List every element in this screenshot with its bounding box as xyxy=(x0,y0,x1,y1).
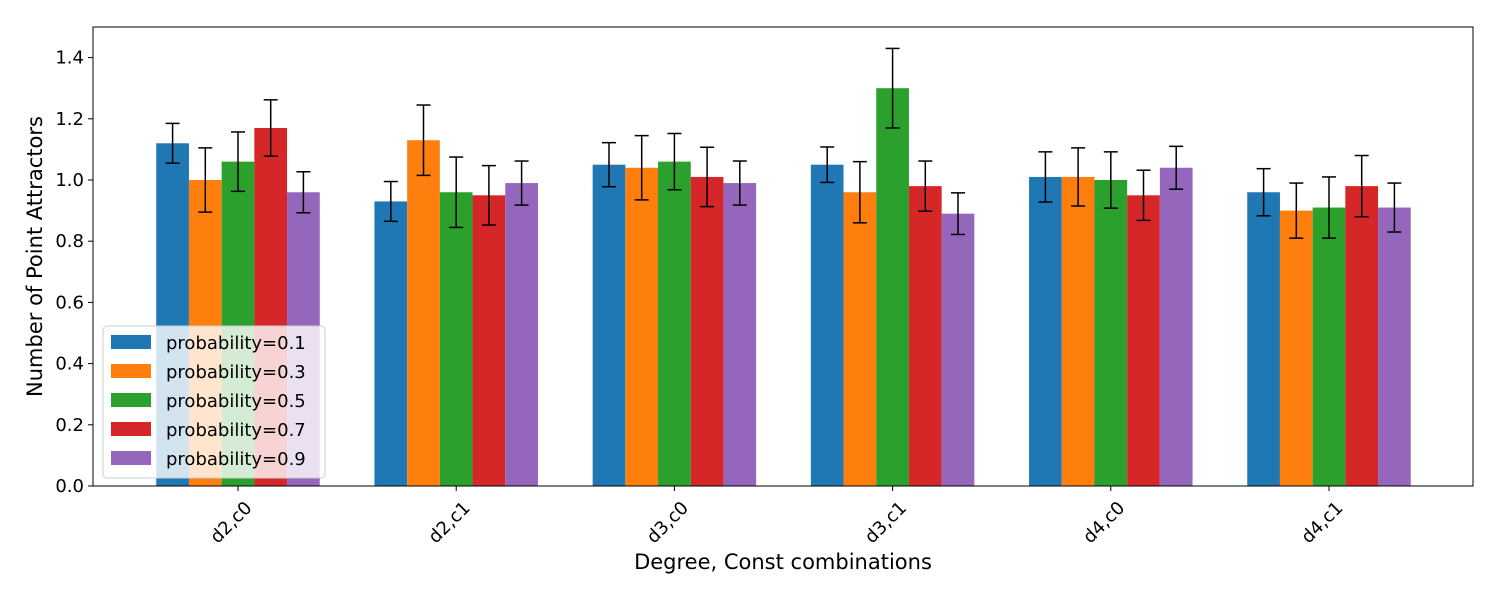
legend: probability=0.1 probability=0.3 probabilit… xyxy=(102,325,326,479)
error-bar xyxy=(1354,154,1369,218)
bar xyxy=(1127,195,1160,487)
bar xyxy=(1378,207,1411,487)
legend-item: probability=0.3 xyxy=(111,362,306,383)
error-bar xyxy=(481,164,496,226)
legend-label: probability=0.5 xyxy=(166,391,306,412)
x-tick-label: d4,c0 xyxy=(1079,498,1129,548)
legend-item: probability=0.7 xyxy=(111,420,306,441)
x-tick-label: d4,c1 xyxy=(1297,498,1347,548)
error-bar xyxy=(1322,176,1336,239)
error-bar xyxy=(951,192,965,236)
x-axis-label: Degree, Const combinations xyxy=(634,550,932,574)
legend-label: probability=0.9 xyxy=(166,449,306,470)
bar xyxy=(723,183,757,486)
error-bar xyxy=(263,99,278,157)
bar xyxy=(625,167,659,486)
bars-layer xyxy=(156,88,1411,487)
y-tick-label: 0.0 xyxy=(55,476,84,497)
bar xyxy=(1345,186,1379,486)
y-tick-label: 0.8 xyxy=(55,231,84,252)
y-tick-label: 0.6 xyxy=(55,292,84,313)
legend-label: probability=0.3 xyxy=(166,362,306,383)
error-bar xyxy=(667,132,682,191)
x-axis: d2,c0 d2,c1 d3,c0 d3,c1 d4,c0 d4,c1 xyxy=(206,486,1347,548)
bar xyxy=(1061,176,1095,486)
legend-swatch xyxy=(111,335,151,349)
error-bar xyxy=(700,146,715,208)
legend-item: probability=0.1 xyxy=(111,333,306,354)
y-tick-label: 1.2 xyxy=(55,109,84,130)
error-bar xyxy=(1169,145,1184,190)
legend-swatch xyxy=(111,393,151,407)
y-tick-label: 1.4 xyxy=(55,48,84,69)
legend-label: probability=0.1 xyxy=(166,333,306,354)
legend-swatch xyxy=(111,422,151,436)
legend-swatch xyxy=(111,451,151,465)
y-tick-label: 0.2 xyxy=(55,415,84,436)
legend-item: probability=0.5 xyxy=(111,391,306,412)
error-bar xyxy=(634,134,649,201)
legend-label: probability=0.7 xyxy=(166,420,306,441)
bar xyxy=(1312,207,1346,487)
error-bar xyxy=(383,180,398,223)
bar xyxy=(658,161,691,486)
y-tick-label: 1.0 xyxy=(55,170,84,191)
plot-frame xyxy=(92,26,1474,487)
error-bar xyxy=(918,160,933,212)
x-tick-label: d3,c1 xyxy=(861,498,911,548)
error-bar xyxy=(231,131,245,193)
bar xyxy=(941,213,975,486)
error-bar xyxy=(416,104,431,177)
error-bars-layer xyxy=(165,47,1402,239)
error-bar xyxy=(1038,151,1053,203)
error-bar xyxy=(1256,167,1271,217)
bar xyxy=(407,140,440,486)
bar xyxy=(1247,192,1280,487)
bar xyxy=(908,186,942,486)
bar xyxy=(1279,210,1313,486)
error-bar xyxy=(449,156,464,229)
error-bar xyxy=(820,146,835,184)
legend-swatch xyxy=(111,364,151,378)
error-bar xyxy=(1071,147,1086,207)
error-bar xyxy=(165,122,180,164)
legend-box xyxy=(102,325,326,479)
bar xyxy=(810,164,844,486)
error-bar xyxy=(1103,151,1118,209)
bar xyxy=(1094,180,1128,486)
error-bar xyxy=(885,47,900,129)
x-tick-label: d3,c0 xyxy=(643,498,693,548)
y-axis: 0.0 0.2 0.4 0.6 0.8 1.0 1.2 1.4 xyxy=(55,48,93,497)
y-axis-label: Number of Point Attractors xyxy=(23,116,47,397)
bar xyxy=(592,164,626,486)
error-bar xyxy=(1387,182,1402,233)
error-bar xyxy=(514,160,529,206)
y-tick-label: 0.4 xyxy=(55,354,84,375)
error-bar xyxy=(1289,182,1304,239)
bar xyxy=(505,183,538,486)
x-tick-label: d2,c1 xyxy=(424,498,474,548)
error-bar xyxy=(198,147,213,213)
error-bar xyxy=(1136,169,1151,222)
bar xyxy=(439,192,473,487)
bar xyxy=(843,192,877,487)
error-bar xyxy=(732,160,747,206)
error-bar xyxy=(852,160,867,224)
bar xyxy=(690,176,724,486)
legend-item: probability=0.9 xyxy=(111,449,306,470)
bar xyxy=(876,88,909,486)
error-bar xyxy=(602,141,616,188)
bar xyxy=(472,195,506,487)
bar xyxy=(374,201,408,487)
x-tick-label: d2,c0 xyxy=(206,498,256,548)
bar xyxy=(1029,176,1062,486)
error-bar xyxy=(296,170,311,214)
bar xyxy=(1159,167,1193,486)
